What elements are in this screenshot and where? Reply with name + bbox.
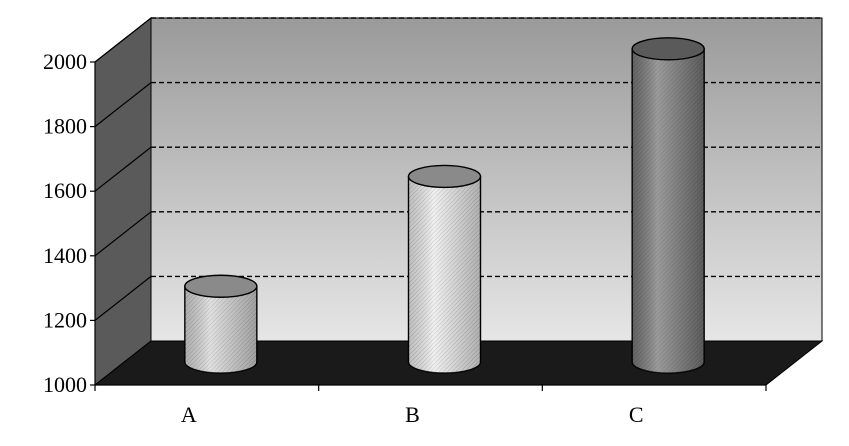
- bars: [184, 37, 705, 374]
- x-tick-label: B: [405, 402, 420, 427]
- side-wall: [94, 16, 152, 387]
- side-gridline: [94, 211, 152, 257]
- x-tick-label: C: [629, 402, 644, 427]
- bar-shading: [632, 48, 705, 373]
- y-axis: 1000 1200 1400 1600 1800 2000: [43, 49, 96, 397]
- side-gridline: [94, 17, 152, 63]
- side-gridline: [94, 275, 152, 321]
- bar-C: [631, 37, 705, 374]
- y-tick-label: 2000: [43, 49, 87, 74]
- x-axis: A B C: [94, 384, 767, 427]
- bar-A: [184, 274, 258, 374]
- bar-top: [631, 37, 705, 61]
- gridlines: [94, 17, 822, 321]
- bar-top: [184, 274, 258, 298]
- y-tick-label: 1600: [43, 178, 87, 203]
- y-tick-label: 1400: [43, 243, 87, 268]
- bar-top: [407, 164, 482, 189]
- y-tick-label: 1000: [43, 372, 87, 397]
- y-tick-label: 1200: [43, 307, 87, 332]
- bar-shading: [408, 176, 481, 373]
- x-tick-label: A: [181, 402, 197, 427]
- bar-B: [407, 164, 482, 374]
- side-gridline: [94, 82, 152, 128]
- bar-shading: [184, 286, 257, 373]
- side-gridline: [94, 146, 152, 192]
- y-tick-label: 1800: [43, 114, 87, 139]
